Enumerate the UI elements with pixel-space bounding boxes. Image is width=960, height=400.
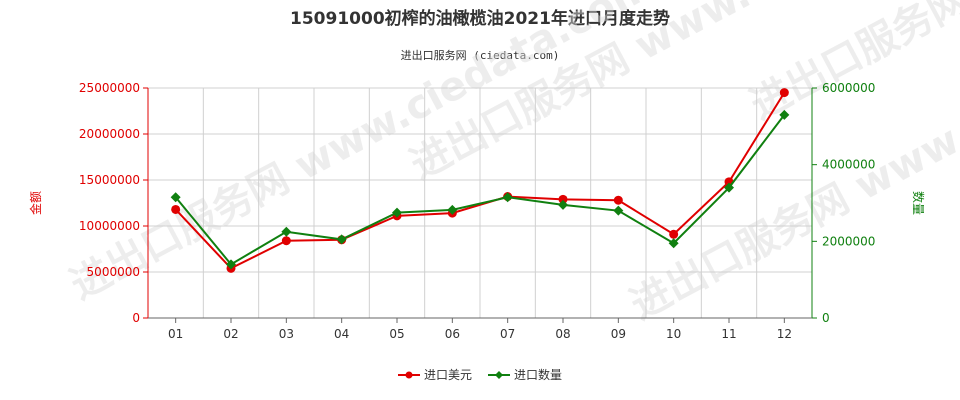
plot-area: 2500000020000000150000001000000050000000… <box>79 81 876 341</box>
y-left-tick-label: 15000000 <box>79 173 140 187</box>
legend-label: 进口美元 <box>424 368 472 382</box>
x-tick-label: 05 <box>389 327 404 341</box>
y-axis-right-label: 数量 <box>911 191 926 215</box>
y-left-tick-label: 0 <box>132 311 140 325</box>
series-point-2 <box>226 259 236 270</box>
series-point-2 <box>502 192 513 203</box>
series-point-2 <box>336 234 347 245</box>
series-point-2 <box>779 109 790 120</box>
x-tick-label: 11 <box>721 327 736 341</box>
legend-label: 进口数量 <box>514 367 562 382</box>
y-left-tick-label: 5000000 <box>87 265 140 279</box>
y-left-tick-label: 10000000 <box>79 219 140 233</box>
series-point-1 <box>558 194 568 204</box>
x-tick-label: 03 <box>279 327 294 341</box>
series-point-2 <box>613 205 624 216</box>
legend: 进口美元 进口数量 <box>398 367 562 382</box>
x-tick-label: 10 <box>666 327 681 341</box>
x-tick-label: 04 <box>334 327 349 341</box>
series-line-1 <box>174 92 786 270</box>
x-tick-label: 08 <box>555 327 570 341</box>
x-tick-label: 01 <box>168 327 183 341</box>
series-point-2 <box>724 182 734 193</box>
x-tick-label: 09 <box>611 327 626 341</box>
chart-subtitle: 进出口服务网 (ciedata.com) <box>401 48 560 62</box>
series-point-2 <box>170 192 181 203</box>
series-point-1 <box>171 204 181 214</box>
series-point-1 <box>613 195 623 205</box>
watermark-text: 进出口服务网 www.ciedata.com <box>743 0 960 129</box>
series-point-2 <box>558 199 568 210</box>
x-tick-label: 06 <box>445 327 460 341</box>
x-tick-label: 07 <box>500 327 515 341</box>
legend-swatch-marker <box>405 371 413 379</box>
series-point-1 <box>281 236 291 246</box>
y-right-tick-label: 6000000 <box>822 81 875 95</box>
y-axis-left-label: 金额 <box>28 191 43 215</box>
series-point-2 <box>447 204 458 215</box>
y-right-tick-label: 0 <box>822 311 830 325</box>
y-left-tick-label: 25000000 <box>79 81 140 95</box>
series-point-1 <box>669 229 679 239</box>
x-tick-label: 02 <box>223 327 238 341</box>
series-point-1 <box>779 88 789 98</box>
y-right-tick-label: 2000000 <box>822 234 875 248</box>
y-left-tick-label: 20000000 <box>79 127 140 141</box>
watermark-text: 进出口服务网 www.ciedata.com <box>63 0 660 309</box>
series-line-2 <box>174 114 786 266</box>
series-point-2 <box>281 226 292 237</box>
y-right-tick-label: 4000000 <box>822 158 875 172</box>
legend-swatch-marker <box>495 371 503 379</box>
x-tick-label: 12 <box>777 327 792 341</box>
series-point-2 <box>668 238 679 249</box>
chart-title: 15091000初榨的油橄榄油2021年进口月度走势 <box>290 8 670 29</box>
series-point-2 <box>392 207 402 218</box>
